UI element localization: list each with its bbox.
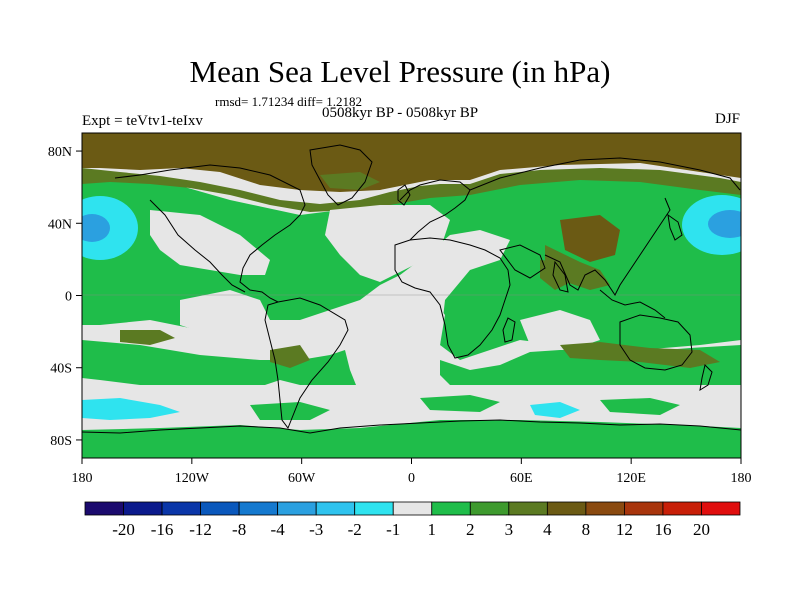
field-green-south	[82, 330, 380, 395]
colorbar-swatch	[508, 501, 548, 516]
lon-tick-label: 60E	[510, 471, 533, 486]
colorbar-swatch	[200, 501, 240, 516]
colorbar-label: -2	[348, 520, 362, 539]
field-neutral-north-pacific	[150, 210, 270, 275]
colorbar-swatch	[84, 501, 124, 516]
field-blue-east-pacific-low	[708, 210, 741, 238]
colorbar-label: -12	[189, 520, 212, 539]
lat-tick-label: 40S	[50, 362, 72, 377]
coast-asia	[469, 157, 741, 191]
colorbar: -20 -16 -12 -8 -4 -3 -2 -1 1 2 3 4 8 12 16 20	[84, 501, 741, 539]
field-olive-south-america	[270, 345, 310, 368]
coast-central-america-west	[149, 199, 246, 293]
field-neutral-south-atlantic	[340, 295, 445, 405]
colorbar-label: -1	[386, 520, 400, 539]
colorbar-swatch	[585, 501, 625, 516]
lon-tick-label: 180	[731, 471, 752, 486]
colorbar-swatch	[469, 501, 510, 516]
field-olive-greenland	[320, 172, 380, 190]
season-text: DJF	[714, 111, 740, 127]
colorbar-label: -3	[309, 520, 323, 539]
lon-tick-label: 60W	[288, 471, 316, 486]
lon-tick-label: 120W	[175, 471, 210, 486]
coast-arabia	[499, 244, 546, 279]
lat-tick-label: 0	[65, 290, 72, 305]
coast-japan	[667, 213, 683, 241]
lat-axis: 80N 40N 0 40S 80S	[48, 145, 82, 449]
coast-asia-south	[544, 197, 671, 296]
colorbar-swatch	[161, 501, 201, 516]
coast-africa	[394, 237, 511, 359]
coast-uk	[397, 184, 411, 206]
colorbar-label: -4	[271, 520, 286, 539]
colorbar-label: -20	[112, 520, 135, 539]
colorbar-swatch	[123, 501, 163, 516]
colorbar-swatch	[392, 501, 433, 516]
lon-tick-label: 120E	[616, 471, 646, 486]
field-neutral-indian	[520, 310, 600, 350]
field-green-south-patches	[250, 395, 680, 420]
pressure-field	[82, 133, 741, 458]
colorbar-swatch	[701, 501, 741, 516]
coast-new-zealand	[699, 364, 713, 392]
field-blue-west-pacific-low	[82, 214, 110, 242]
field-olive-indian-ocean	[560, 342, 720, 368]
colorbar-label: 12	[616, 520, 633, 539]
coast-antarctica	[82, 419, 741, 434]
colorbar-label: 4	[543, 520, 552, 539]
coast-south-america	[264, 297, 349, 430]
lon-tick-label: 0	[408, 471, 415, 486]
colorbar-label: 20	[693, 520, 710, 539]
colorbar-label: 16	[654, 520, 671, 539]
field-brown-asia	[560, 215, 620, 262]
field-cyan-south-band	[82, 398, 580, 420]
field-neutral-atlantic	[325, 205, 450, 282]
coastlines	[82, 144, 741, 434]
map-title: Mean Sea Level Pressure (in hPa)	[189, 54, 611, 89]
colorbar-label: -8	[232, 520, 246, 539]
colorbar-swatch	[662, 501, 702, 516]
coast-greenland	[309, 144, 373, 206]
coast-india	[552, 260, 569, 293]
field-green-antarctic	[82, 420, 741, 458]
colorbar-label: 8	[582, 520, 591, 539]
colorbar-swatch	[624, 501, 664, 516]
field-brown-arctic	[82, 133, 741, 192]
colorbar-label: 3	[505, 520, 514, 539]
coast-north-america	[114, 164, 306, 303]
colorbar-swatch	[238, 501, 279, 516]
colorbar-swatch	[431, 501, 471, 516]
coast-australia	[619, 314, 693, 371]
coast-southeast-asia	[599, 289, 666, 319]
colorbar-swatch	[546, 501, 587, 516]
colorbar-label: 2	[466, 520, 475, 539]
field-olive-south-pacific	[120, 330, 175, 345]
colorbar-label: -16	[151, 520, 174, 539]
experiment-text: Expt = teVtv1-teIxv	[82, 113, 203, 129]
lon-axis: 180 120W 60W 0 60E 120E 180	[72, 458, 752, 486]
period-text: 0508kyr BP - 0508kyr BP	[322, 105, 479, 121]
lat-tick-label: 80S	[50, 434, 72, 449]
coast-europe	[399, 179, 471, 241]
colorbar-swatch	[354, 501, 394, 516]
field-neutral-south-pacific	[180, 290, 270, 335]
colorbar-label: 1	[428, 520, 437, 539]
field-olive-north	[82, 168, 741, 212]
stats-text: rmsd= 1.71234 diff= 1.2182	[215, 94, 362, 109]
colorbar-swatch	[277, 501, 317, 516]
coast-madagascar	[502, 317, 516, 343]
lon-tick-label: 180	[72, 471, 93, 486]
lat-tick-label: 40N	[48, 217, 72, 232]
colorbar-swatch	[315, 501, 356, 516]
lat-tick-label: 80N	[48, 145, 72, 160]
